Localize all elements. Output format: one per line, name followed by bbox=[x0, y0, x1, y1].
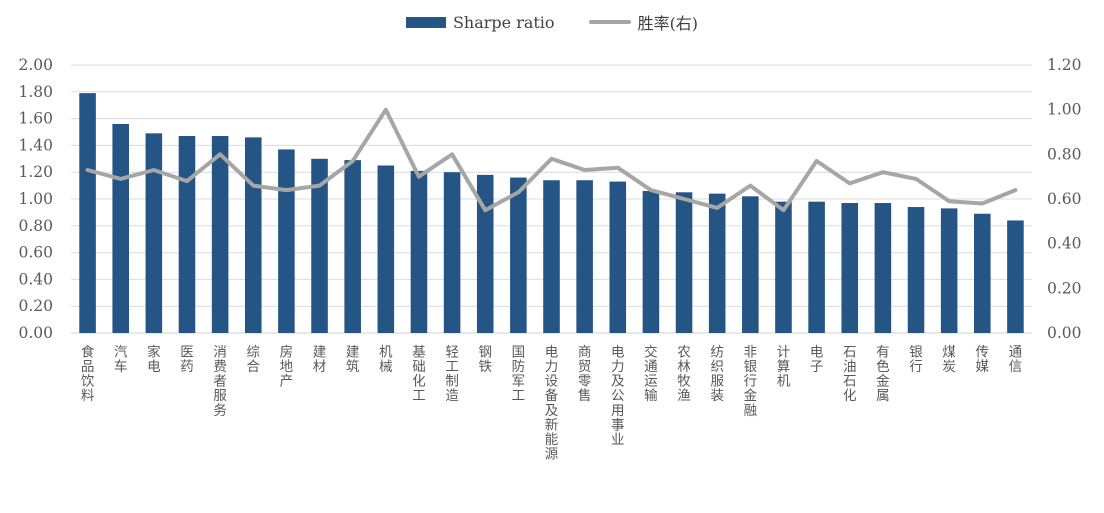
left-axis-tick-label: 1.80 bbox=[18, 83, 53, 101]
x-axis-category-label: 有色金属 bbox=[876, 344, 890, 404]
left-axis-tick-label: 2.00 bbox=[18, 56, 53, 74]
bar-sharpe-ratio bbox=[145, 133, 163, 333]
x-axis-category-label: 机械 bbox=[379, 344, 393, 375]
x-axis-category-label: 轻工制造 bbox=[445, 344, 459, 404]
bar-sharpe-ratio bbox=[79, 93, 96, 333]
right-axis-tick-label: 0.00 bbox=[1047, 324, 1082, 342]
bar-sharpe-ratio bbox=[278, 149, 295, 333]
x-axis-category-label: 计算机 bbox=[777, 344, 791, 389]
right-axis-tick-label: 0.20 bbox=[1047, 279, 1082, 297]
bar-sharpe-ratio bbox=[841, 203, 859, 333]
right-axis-tick-label: 1.20 bbox=[1047, 56, 1082, 74]
x-axis-category-label: 传媒 bbox=[976, 344, 990, 375]
x-axis-category-label: 电子 bbox=[810, 344, 824, 375]
bar-sharpe-ratio bbox=[443, 172, 461, 333]
x-axis-category-label: 银行 bbox=[909, 344, 923, 375]
x-axis-category-label: 农林牧渔 bbox=[677, 344, 691, 404]
bar-sharpe-ratio bbox=[112, 123, 129, 334]
x-axis-category-label: 家电 bbox=[147, 343, 161, 375]
x-axis-category-label: 非银行金融 bbox=[744, 344, 758, 418]
legend-item-win-rate: 胜率(右) bbox=[588, 10, 699, 34]
x-axis-category-label: 纺织服装 bbox=[710, 344, 724, 404]
left-axis-tick-label: 1.20 bbox=[18, 163, 53, 181]
bar-sharpe-ratio bbox=[1007, 220, 1024, 333]
bar-sharpe-ratio bbox=[510, 177, 527, 333]
bar-sharpe-ratio bbox=[211, 136, 229, 333]
bar-sharpe-ratio bbox=[178, 136, 196, 333]
win-rate-line bbox=[85, 107, 1018, 213]
right-axis-tick-label: 0.80 bbox=[1047, 145, 1082, 163]
left-axis-tick-label: 1.00 bbox=[18, 190, 53, 208]
right-axis-tick-label: 1.00 bbox=[1047, 101, 1082, 119]
legend-label-win-rate: 胜率(右) bbox=[637, 14, 699, 33]
right-axis-tick-label: 0.60 bbox=[1047, 190, 1082, 208]
x-axis-category-label: 电力设备及新能源 bbox=[545, 344, 559, 462]
bar-sharpe-ratio bbox=[675, 192, 693, 333]
x-axis-category-label: 房地产 bbox=[280, 344, 294, 389]
win-rate-line-swatch-icon bbox=[588, 20, 631, 24]
legend-item-sharpe-ratio: Sharpe ratio bbox=[405, 12, 555, 32]
left-axis-tick-label: 0.40 bbox=[18, 270, 53, 288]
x-axis-category-label: 煤炭 bbox=[942, 344, 956, 375]
bar-sharpe-ratio bbox=[543, 180, 560, 333]
x-axis-category-label: 电力及公用事业 bbox=[611, 344, 625, 447]
x-axis-category-label: 通信 bbox=[1009, 344, 1023, 375]
bar-sharpe-ratio bbox=[974, 213, 991, 333]
left-axis-tick-label: 0.00 bbox=[18, 324, 53, 342]
x-axis-category-label: 建筑 bbox=[346, 344, 360, 375]
sharpe-ratio-swatch-icon bbox=[405, 16, 446, 28]
x-axis-category-label: 交通运输 bbox=[644, 343, 658, 404]
bar-sharpe-ratio bbox=[642, 190, 660, 333]
x-axis-category-label: 消费者服务 bbox=[213, 344, 227, 418]
x-axis-category-label: 基础化工 bbox=[412, 343, 426, 404]
x-axis-category-label: 汽车 bbox=[114, 344, 128, 375]
bar-sharpe-ratio bbox=[742, 196, 759, 333]
x-axis-category-label: 综合 bbox=[247, 344, 261, 375]
bar-sharpe-ratio bbox=[775, 201, 792, 333]
x-axis-category-label: 商贸零售 bbox=[578, 344, 592, 404]
bar-sharpe-ratio bbox=[708, 193, 726, 333]
right-axis-tick-label: 0.40 bbox=[1047, 235, 1082, 253]
x-axis-category-label: 医药 bbox=[180, 344, 194, 375]
x-axis-category-label: 食品饮料 bbox=[81, 343, 95, 404]
x-axis-category-label: 国防军工 bbox=[512, 344, 526, 404]
bar-sharpe-ratio bbox=[907, 207, 925, 333]
bar-sharpe-ratio bbox=[476, 174, 494, 333]
left-axis-tick-label: 0.80 bbox=[18, 217, 53, 235]
bar-sharpe-ratio bbox=[874, 203, 892, 333]
left-axis-tick-label: 0.60 bbox=[18, 244, 53, 262]
bar-sharpe-ratio bbox=[244, 137, 262, 333]
bar-sharpe-ratio bbox=[311, 158, 328, 333]
bar-sharpe-ratio bbox=[377, 165, 395, 333]
bar-sharpe-ratio bbox=[808, 201, 825, 333]
x-axis-category-label: 建材 bbox=[313, 344, 327, 375]
left-axis-tick-label: 0.20 bbox=[18, 297, 53, 315]
bar-sharpe-ratio bbox=[410, 170, 428, 333]
x-axis-category-label: 石油石化 bbox=[843, 344, 857, 404]
chart-legend: Sharpe ratio 胜率(右) bbox=[0, 10, 1104, 34]
legend-label-sharpe-ratio: Sharpe ratio bbox=[452, 12, 555, 32]
x-axis-category-label: 钢铁 bbox=[478, 344, 492, 375]
left-axis-tick-label: 1.60 bbox=[18, 110, 53, 128]
left-axis-tick-label: 1.40 bbox=[18, 136, 53, 154]
bar-sharpe-ratio bbox=[576, 180, 593, 333]
bar-sharpe-ratio bbox=[940, 208, 958, 333]
bar-sharpe-ratio bbox=[609, 181, 627, 333]
bar-sharpe-ratio bbox=[344, 160, 361, 333]
